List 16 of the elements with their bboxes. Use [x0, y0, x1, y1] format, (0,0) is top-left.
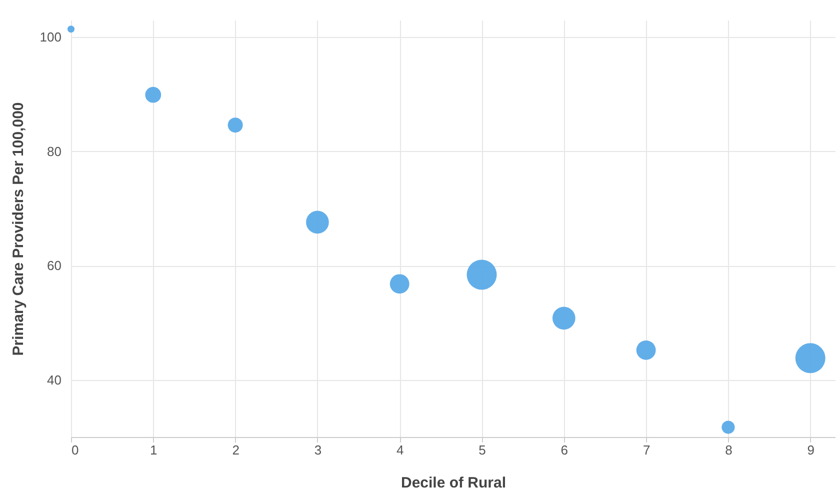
x-tick-label: 5: [478, 442, 486, 458]
x-tick-label: 6: [560, 442, 568, 458]
x-tick-label: 9: [807, 442, 814, 458]
x-tick-label: 4: [396, 442, 404, 458]
x-axis-title: Decile of Rural: [400, 474, 506, 492]
x-tick-label: 3: [314, 442, 322, 458]
y-tick-label: 80: [47, 144, 62, 159]
y-tick-label: 40: [47, 372, 62, 388]
x-tick-label: 8: [725, 442, 732, 458]
y-tick-label: 100: [40, 30, 62, 45]
x-tick-label: 1: [150, 442, 158, 458]
x-tick-label: 7: [642, 442, 650, 458]
y-axis-title: Primary Care Providers Per 100,000: [10, 102, 27, 356]
y-tick-label: 60: [47, 258, 62, 274]
x-tick-label: 0: [72, 442, 79, 458]
x-tick-label: 2: [232, 442, 240, 458]
